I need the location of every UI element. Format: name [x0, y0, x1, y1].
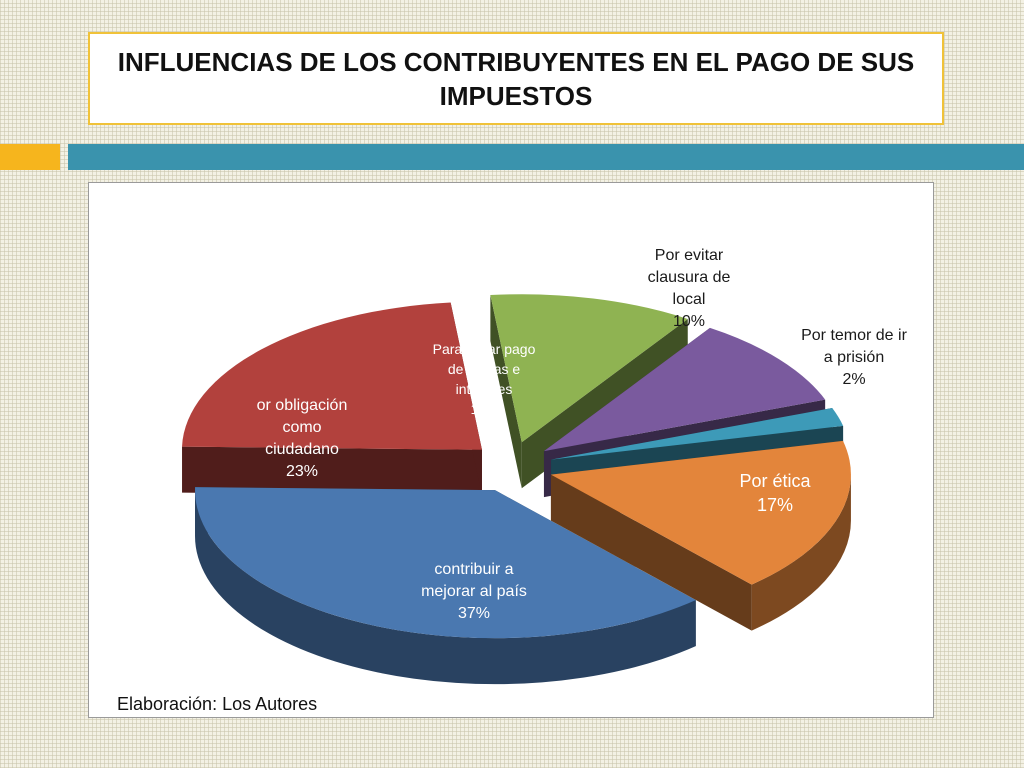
pie-slice-3: [550, 440, 851, 631]
header-divider-bar: [68, 144, 1024, 170]
pie-slice-top-1: [543, 327, 826, 452]
pie-slice-wall-3-1: [550, 474, 752, 631]
pie-slice-top-4: [195, 487, 696, 639]
pie-slice-top-0: [490, 294, 688, 443]
pie-slice-top-2: [551, 408, 844, 460]
pie-slice-4: [195, 487, 696, 685]
pie-slice-side-3-0: [751, 474, 851, 631]
label-contribuir: contribuir a mejorar al país 37%: [421, 561, 527, 622]
pie-slice-5: [182, 302, 482, 496]
label-multas: Para evitar pago de multas e intereses 11%: [432, 341, 536, 417]
chart-frame: or obligación como ciudadano 23% Para evita…: [88, 182, 934, 718]
pie-slice-wall-0-0: [490, 295, 522, 489]
pie-slice-top-3: [550, 440, 851, 585]
label-prision: Por temor de ir a prisión 2%: [801, 327, 907, 388]
slide-title-box: INFLUENCIAS DE LOS CONTRIBUYENTES EN EL …: [88, 32, 944, 125]
label-etica: Por ética 17%: [739, 471, 811, 515]
label-clausura: Por evitar clausura de local 10%: [647, 247, 731, 330]
source-note: Elaboración: Los Autores: [117, 694, 318, 714]
pie-slice-side-4-0: [195, 490, 696, 685]
slide-title: INFLUENCIAS DE LOS CONTRIBUYENTES EN EL …: [117, 46, 915, 111]
pie-slice-wall-5-0: [182, 446, 482, 496]
pie-chart: [182, 294, 851, 685]
label-obligacion: or obligación como ciudadano 23%: [256, 397, 348, 480]
accent-bar: [0, 144, 60, 170]
pie-slice-top-5: [182, 302, 482, 450]
